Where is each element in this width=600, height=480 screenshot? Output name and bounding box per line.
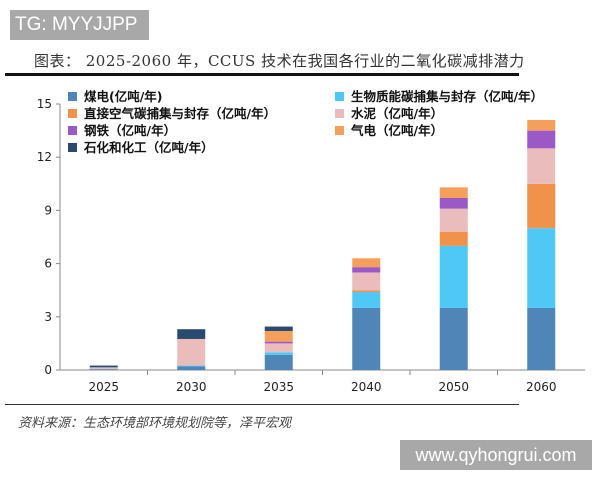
bar-segment bbox=[264, 330, 293, 342]
legend-swatch bbox=[68, 126, 77, 135]
bar-segment bbox=[352, 307, 381, 370]
bar-segment bbox=[439, 187, 468, 198]
bar-segment bbox=[439, 245, 468, 308]
x-tick-label: 2025 bbox=[88, 380, 119, 394]
x-tick-label: 2060 bbox=[526, 380, 557, 394]
y-tick-label: 3 bbox=[44, 310, 52, 324]
bar-segment bbox=[439, 208, 468, 232]
legend-label: 水泥（亿吨/年） bbox=[351, 106, 443, 121]
bar-segment bbox=[89, 365, 118, 368]
legend-swatch bbox=[68, 143, 77, 152]
bar-segment bbox=[352, 290, 381, 292]
bar-segment bbox=[177, 329, 206, 339]
bar-segment bbox=[89, 369, 118, 370]
y-tick-label: 6 bbox=[44, 257, 52, 271]
bar-segment bbox=[264, 341, 293, 344]
legend-label: 煤电(亿吨/年) bbox=[84, 89, 163, 104]
stacked-bar-chart: 0 3 6 9 12 15 2025 2030 2035 2040 2050 2060 煤电(亿吨/年)… bbox=[37, 89, 585, 394]
title-rule bbox=[5, 73, 519, 76]
bar-segment bbox=[264, 326, 293, 331]
bar-segment bbox=[527, 307, 556, 370]
chart-title: 图表： 2025-2060 年，CCUS 技术在我国各行业的二氧化碳减排潜力 bbox=[34, 52, 525, 70]
bar-segment bbox=[177, 338, 206, 366]
legend-swatch bbox=[68, 92, 77, 101]
legend-label: 直接空气碳捕集与封存（亿吨/年） bbox=[84, 106, 276, 121]
legend-swatch bbox=[68, 109, 77, 118]
footer-rule bbox=[5, 404, 519, 405]
bar-segment bbox=[439, 197, 468, 209]
legend-label: 气电（亿吨/年） bbox=[350, 123, 443, 138]
bar-segment bbox=[264, 343, 293, 353]
legend-swatch bbox=[335, 92, 344, 101]
bar-segment bbox=[527, 148, 556, 184]
legend-label: 石化和化工（亿吨/年） bbox=[83, 140, 214, 155]
bar-segment bbox=[527, 130, 556, 149]
bar-segment bbox=[527, 183, 556, 229]
bar-segment bbox=[527, 228, 556, 308]
bar-segment bbox=[439, 231, 468, 246]
x-tick-label: 2035 bbox=[263, 380, 294, 394]
bar-segment bbox=[352, 267, 381, 273]
bar-segment bbox=[89, 367, 118, 370]
bar-segment bbox=[352, 272, 381, 291]
bar-segment bbox=[264, 352, 293, 355]
bar-segment bbox=[264, 354, 293, 370]
legend-label: 钢铁（亿吨/年） bbox=[84, 123, 176, 138]
y-tick-label: 15 bbox=[37, 97, 52, 111]
watermark-url: www.qyhongrui.com bbox=[400, 440, 592, 470]
bar-segment bbox=[352, 258, 381, 268]
y-tick-label: 9 bbox=[44, 203, 52, 217]
x-tick-label: 2050 bbox=[438, 380, 469, 394]
x-tick-label: 2040 bbox=[351, 380, 382, 394]
bar-segment bbox=[177, 366, 206, 370]
y-tick-label: 0 bbox=[44, 363, 52, 377]
y-tick-label: 12 bbox=[37, 150, 52, 164]
bar-segment bbox=[177, 365, 206, 367]
bar-segment bbox=[527, 119, 556, 131]
watermark-tag: TG: MYYJJPP bbox=[10, 10, 149, 40]
legend-swatch bbox=[335, 109, 344, 118]
source-note: 资料来源：生态环境部环境规划院等，泽平宏观 bbox=[18, 416, 292, 431]
x-tick-label: 2030 bbox=[176, 380, 207, 394]
legend-swatch bbox=[335, 126, 344, 135]
bar-segment bbox=[352, 291, 381, 308]
legend-label: 生物质能碳捕集与封存（亿吨/年） bbox=[351, 89, 543, 104]
bar-segment bbox=[439, 307, 468, 370]
